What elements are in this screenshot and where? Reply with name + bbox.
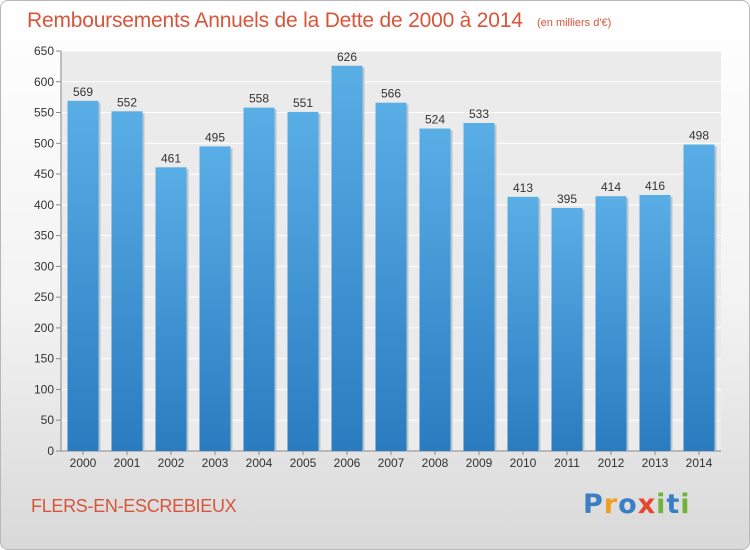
- y-tick-label: 200: [34, 321, 54, 335]
- chart-title: Remboursements Annuels de la Dette de 20…: [27, 9, 523, 32]
- x-tick-label: 2009: [466, 456, 493, 470]
- y-tick-label: 100: [34, 382, 54, 396]
- bar: [683, 144, 715, 452]
- y-tick-label: 0: [47, 444, 54, 458]
- bar-value-label: 533: [469, 107, 489, 121]
- y-tick-label: 550: [34, 106, 54, 120]
- y-tick-label: 400: [34, 198, 54, 212]
- bar: [67, 100, 99, 451]
- bar-value-label: 416: [645, 179, 665, 193]
- x-tick-label: 2003: [202, 456, 229, 470]
- x-tick-label: 2004: [246, 456, 273, 470]
- x-tick-label: 2000: [70, 456, 97, 470]
- logo-letter: i: [680, 489, 691, 520]
- logo-letter: r: [603, 489, 619, 520]
- logo-letter: x: [637, 489, 657, 520]
- bar: [331, 65, 363, 452]
- y-tick-label: 650: [34, 44, 54, 58]
- y-tick-label: 600: [34, 75, 54, 89]
- bar: [463, 123, 495, 451]
- bar: [375, 102, 407, 451]
- logo-letter: P: [583, 489, 604, 520]
- bar: [243, 107, 275, 451]
- bar-value-label: 461: [161, 151, 181, 165]
- bar: [111, 111, 143, 452]
- bar: [419, 128, 451, 451]
- x-tick-label: 2007: [378, 456, 405, 470]
- x-tick-label: 2014: [686, 456, 713, 470]
- bar: [287, 111, 319, 451]
- y-tick-label: 500: [34, 136, 54, 150]
- bar-value-label: 524: [425, 113, 445, 127]
- bar: [199, 146, 231, 451]
- x-tick-label: 2001: [114, 456, 141, 470]
- logo-letter: i: [656, 489, 667, 520]
- x-tick-label: 2006: [334, 456, 361, 470]
- bar-value-label: 395: [557, 192, 577, 206]
- x-tick-label: 2010: [510, 456, 537, 470]
- bar: [551, 207, 583, 451]
- logo-letter: t: [666, 489, 681, 520]
- bar-value-label: 626: [337, 50, 357, 64]
- y-tick-label: 250: [34, 290, 54, 304]
- y-tick-label: 300: [34, 259, 54, 273]
- bar-value-label: 569: [73, 85, 93, 99]
- x-tick-label: 2005: [290, 456, 317, 470]
- chart-subtitle: (en milliers d'€): [537, 17, 612, 29]
- x-tick-label: 2008: [422, 456, 449, 470]
- y-tick-label: 50: [41, 413, 55, 427]
- bar-value-label: 498: [689, 129, 709, 143]
- y-tick-label: 350: [34, 229, 54, 243]
- bar: [507, 196, 539, 451]
- bar-value-label: 495: [205, 130, 225, 144]
- x-tick-label: 2002: [158, 456, 185, 470]
- bar-value-label: 414: [601, 180, 621, 194]
- bar: [155, 167, 187, 452]
- bar: [595, 196, 627, 451]
- bar-value-label: 566: [381, 87, 401, 101]
- bar: [639, 195, 671, 451]
- y-tick-label: 450: [34, 167, 54, 181]
- x-tick-label: 2011: [554, 456, 580, 470]
- bar-value-label: 558: [249, 92, 269, 106]
- bar-value-label: 552: [117, 95, 137, 109]
- bar-value-label: 551: [293, 96, 313, 110]
- proxiti-logo: Proxiti: [583, 489, 691, 520]
- logo-letter: o: [618, 489, 638, 520]
- x-tick-label: 2012: [598, 456, 625, 470]
- y-tick-label: 150: [34, 352, 54, 366]
- x-tick-label: 2013: [642, 456, 669, 470]
- bar-value-label: 413: [513, 181, 533, 195]
- commune-name: FLERS-EN-ESCREBIEUX: [31, 496, 237, 516]
